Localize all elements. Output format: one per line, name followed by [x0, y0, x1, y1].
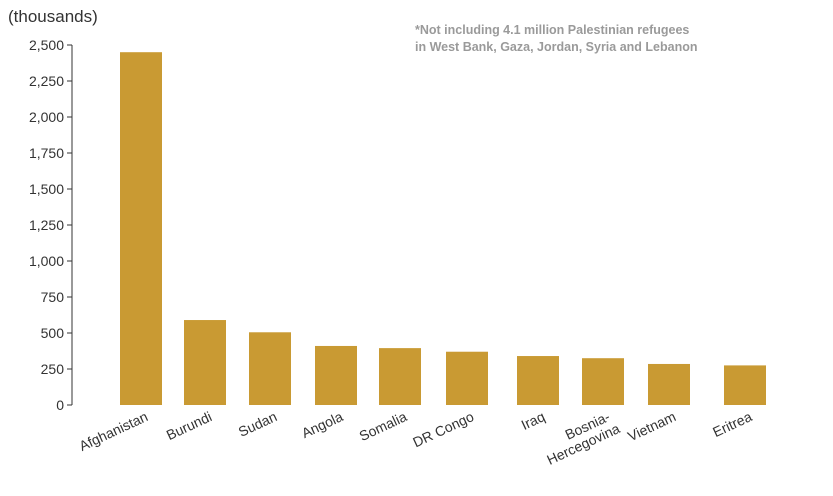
y-axis: 0 250 500 750 1,000 1,250 1,500 1,750 2,000 2,250…: [29, 37, 73, 413]
bar-bosnia-hercegovina: [582, 358, 624, 405]
y-tick-label: 750: [41, 289, 65, 305]
bar-vietnam: [648, 363, 690, 405]
y-tick-label: 0: [56, 397, 64, 413]
y-tick-label: 500: [41, 325, 65, 341]
y-tick-label: 2,500: [29, 37, 64, 53]
y-tick-label: 2,000: [29, 109, 64, 125]
x-tick-label: Burundi: [164, 408, 215, 443]
x-tick-label: Iraq: [519, 408, 548, 433]
x-axis-labels: Afghanistan Burundi Sudan Angola Somalia DR C…: [76, 406, 754, 468]
y-tick-label: 1,750: [29, 145, 64, 161]
footnote-line-2: in West Bank, Gaza, Jordan, Syria and Le…: [415, 40, 698, 54]
footnote-line-1: *Not including 4.1 million Palestinian r…: [415, 23, 690, 37]
x-tick-label: Afghanistan: [76, 408, 150, 454]
x-tick-label: Bosnia-Hercegovina: [538, 406, 623, 467]
y-tick-label: 2,250: [29, 73, 64, 89]
bar-iraq: [517, 356, 559, 405]
y-tick-label: 1,000: [29, 253, 64, 269]
y-axis-unit-label: (thousands): [8, 7, 98, 26]
chart-footnote: *Not including 4.1 million Palestinian r…: [415, 22, 697, 56]
y-tick-label: 1,250: [29, 217, 64, 233]
y-tick-label: 1,500: [29, 181, 64, 197]
x-tick-label: Somalia: [357, 408, 410, 444]
bar-sudan: [249, 332, 291, 405]
x-tick-label: Eritrea: [710, 408, 754, 440]
x-tick-label: Vietnam: [625, 408, 678, 444]
bar-dr-congo: [446, 351, 488, 405]
bars: [120, 52, 766, 405]
bar-somalia: [379, 348, 421, 405]
x-tick-label: Angola: [299, 408, 345, 441]
x-tick-label: Sudan: [236, 408, 279, 440]
bar-afghanistan: [120, 52, 162, 405]
bar-eritrea: [724, 365, 766, 405]
bar-burundi: [184, 320, 226, 405]
y-tick-label: 250: [41, 361, 65, 377]
bar-angola: [315, 345, 357, 405]
x-tick-label: DR Congo: [410, 408, 476, 450]
